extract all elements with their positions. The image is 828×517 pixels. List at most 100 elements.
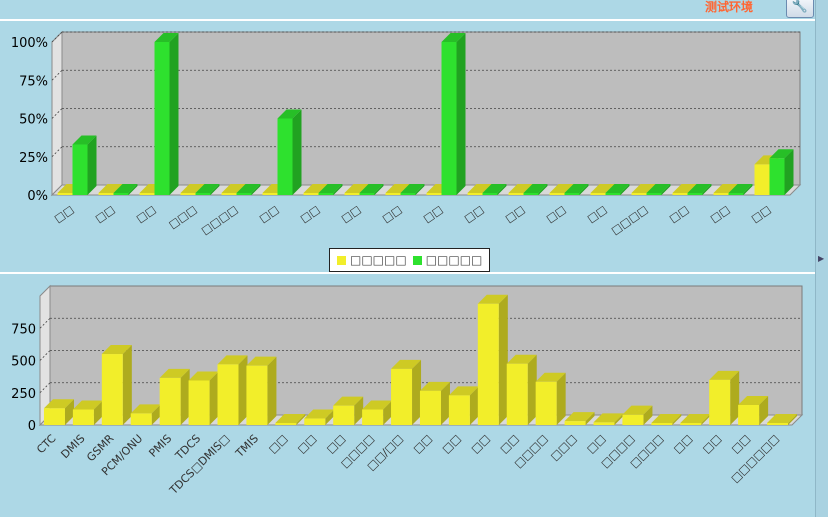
bar-side <box>128 184 138 195</box>
bar-top <box>362 400 393 410</box>
x-category-label: □□ <box>469 432 493 456</box>
bar <box>622 414 644 425</box>
bar <box>246 365 268 425</box>
x-category-label: □□ <box>584 432 608 456</box>
x-category-label: CTC <box>34 432 59 457</box>
y-tick-label: 25% <box>19 151 48 166</box>
bar <box>400 193 416 195</box>
bar <box>605 193 621 195</box>
x-category-label: □□ <box>440 432 464 456</box>
legend-item-yellow: □□□□□ <box>337 253 407 267</box>
x-category-label: □□ <box>700 432 724 456</box>
bar-side <box>620 184 630 195</box>
bar-top <box>304 409 335 419</box>
bar-top <box>277 109 302 119</box>
y-tick-label: 250 <box>11 387 36 402</box>
bar <box>590 193 606 195</box>
divider <box>0 19 816 21</box>
bar-side <box>64 399 74 425</box>
x-category-label: □□ <box>411 432 435 456</box>
bar <box>549 193 565 195</box>
bar-top <box>535 372 566 382</box>
bar-side <box>122 345 132 425</box>
bar <box>593 422 615 425</box>
bar <box>72 144 88 195</box>
bar-side <box>556 372 566 425</box>
bar-top <box>709 370 740 380</box>
bar <box>728 193 744 195</box>
bar <box>646 193 662 195</box>
bar-side <box>333 184 343 195</box>
bar <box>651 423 673 425</box>
y-tick-label: 0 <box>28 419 36 434</box>
bar-top <box>523 184 548 193</box>
bar <box>467 193 483 195</box>
wrench-icon[interactable]: 🔧 <box>786 0 814 18</box>
bar-side <box>579 184 589 195</box>
bar <box>535 381 557 425</box>
bar <box>564 421 586 425</box>
x-category-label: □□ <box>295 432 319 456</box>
bar <box>767 423 789 425</box>
collapse-arrow-icon[interactable]: ▶ <box>818 254 825 263</box>
x-category-label: □□ <box>497 432 521 456</box>
bar <box>277 118 293 195</box>
bar-top <box>217 355 248 365</box>
bar-side <box>267 356 277 425</box>
bar-top <box>359 184 384 193</box>
x-category-label: □□ <box>324 432 348 456</box>
bar <box>72 409 94 425</box>
bar <box>139 193 155 195</box>
divider <box>0 272 816 274</box>
bar-side <box>251 184 261 195</box>
bar-side <box>292 109 302 195</box>
bar <box>130 413 152 425</box>
side-scroll-strip[interactable]: ▶ <box>815 0 828 517</box>
legend-swatch-yellow <box>337 255 346 265</box>
bar <box>98 193 114 195</box>
bar-top <box>549 184 574 193</box>
bar <box>275 423 297 425</box>
bar-top <box>72 400 103 410</box>
bar <box>754 164 770 195</box>
bar-top <box>593 413 624 423</box>
bar-top <box>72 135 97 145</box>
bar <box>188 380 210 425</box>
bar-side <box>209 371 219 425</box>
bar-side <box>415 184 425 195</box>
bar-top <box>130 404 161 414</box>
bar <box>303 193 319 195</box>
bar-side <box>151 404 161 425</box>
bar-side <box>784 149 794 195</box>
bar <box>713 193 729 195</box>
bar-side <box>354 396 364 425</box>
y-tick-label: 50% <box>19 113 48 128</box>
legend-label-green: □□□□□ <box>425 253 483 267</box>
bar <box>359 193 375 195</box>
bar <box>709 379 731 425</box>
bar-top <box>43 399 74 409</box>
bar-side <box>759 396 769 425</box>
bar-top <box>159 368 190 378</box>
bar-side <box>87 135 97 195</box>
bar-top <box>767 414 798 423</box>
bar-top <box>672 184 697 193</box>
bar <box>391 368 413 425</box>
bar-top <box>713 184 738 193</box>
bar-top <box>631 184 656 193</box>
bar-top <box>651 414 682 423</box>
bar-top <box>448 386 479 396</box>
bar-top <box>236 184 261 193</box>
bar-top <box>738 396 769 406</box>
bar <box>419 390 441 425</box>
bar-side <box>325 409 335 425</box>
bar-top <box>246 356 277 366</box>
bar-top <box>275 414 306 423</box>
bar-side <box>672 414 682 425</box>
bar-top <box>391 359 422 369</box>
bar-side <box>643 405 653 425</box>
bar-top <box>605 184 630 193</box>
bar <box>680 423 702 425</box>
bar <box>631 193 647 195</box>
